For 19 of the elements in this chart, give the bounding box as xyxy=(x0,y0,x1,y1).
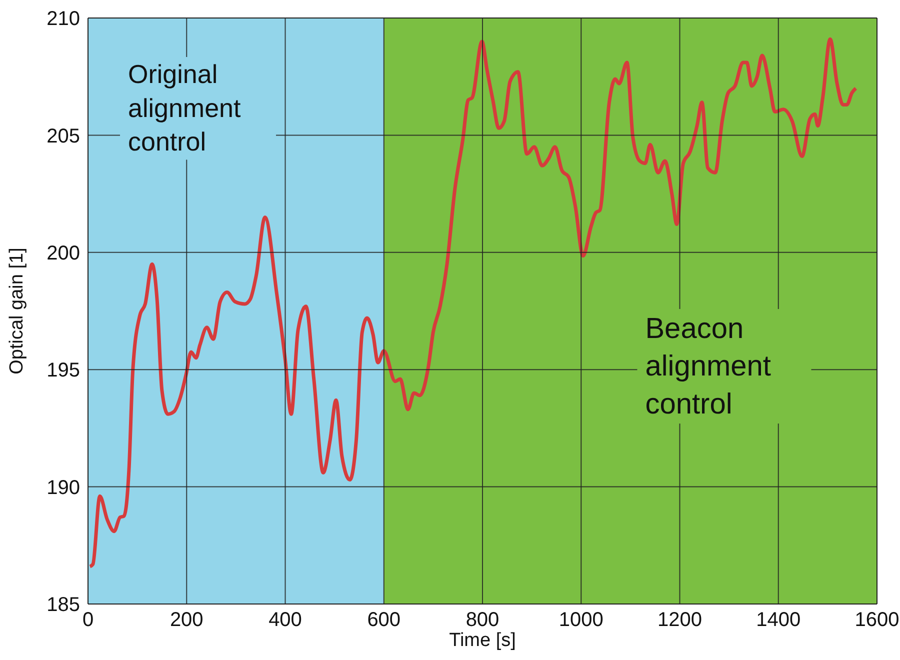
y-tick-label: 200 xyxy=(46,242,80,264)
y-tick-label: 185 xyxy=(46,594,80,616)
x-tick-label: 0 xyxy=(82,609,94,632)
x-axis-title: Time [s] xyxy=(449,630,516,651)
x-tick-label: 200 xyxy=(170,609,204,632)
x-tick-label: 1600 xyxy=(854,609,900,632)
y-tick-label: 190 xyxy=(46,476,80,499)
x-tick-label: 800 xyxy=(466,609,500,632)
x-tick-label: 1000 xyxy=(558,609,604,632)
x-tick-label: 1200 xyxy=(658,609,702,632)
band-label: Beacon alignment control xyxy=(645,313,771,420)
y-tick-label: 210 xyxy=(46,8,80,30)
band-label: Original alignment control xyxy=(128,59,242,157)
y-tick-label: 195 xyxy=(46,360,80,382)
y-axis-title: Optical gain [1] xyxy=(6,248,28,374)
y-tick-label: 205 xyxy=(46,125,80,148)
x-tick-label: 400 xyxy=(268,609,302,632)
x-tick-label: 600 xyxy=(367,609,401,632)
x-tick-label: 1400 xyxy=(756,609,801,632)
